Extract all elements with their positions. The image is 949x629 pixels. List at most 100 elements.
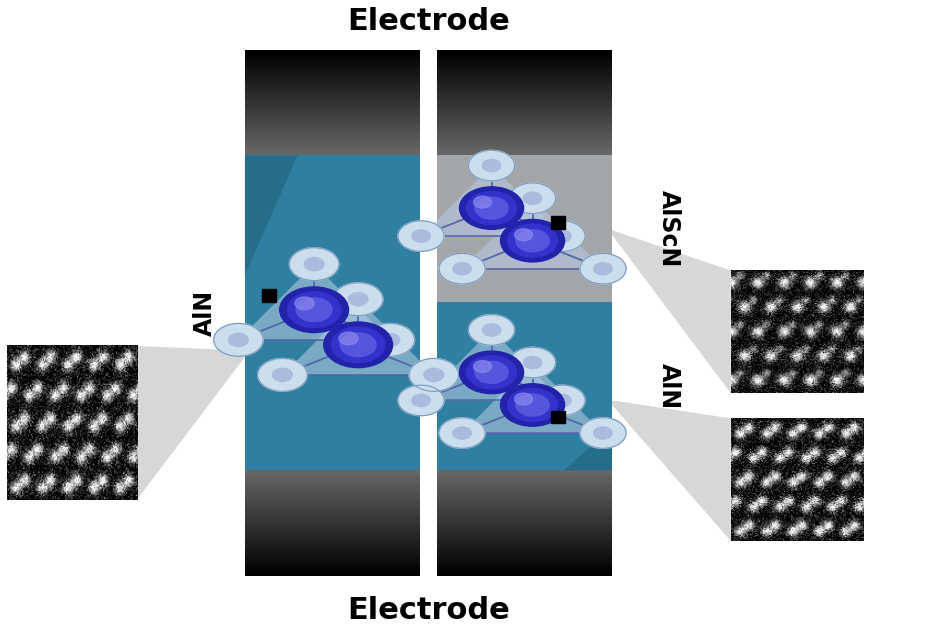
Bar bbox=[437, 73, 612, 75]
Bar bbox=[245, 539, 420, 542]
Bar bbox=[437, 514, 612, 516]
Bar bbox=[437, 543, 612, 546]
Bar bbox=[245, 73, 420, 75]
Bar bbox=[437, 558, 612, 561]
Bar bbox=[245, 499, 420, 502]
Bar bbox=[437, 493, 612, 496]
Circle shape bbox=[305, 258, 324, 270]
Bar bbox=[245, 520, 420, 523]
Bar bbox=[437, 516, 612, 519]
Bar bbox=[437, 111, 612, 113]
Circle shape bbox=[469, 150, 514, 181]
Polygon shape bbox=[462, 198, 603, 269]
Circle shape bbox=[280, 287, 348, 333]
Bar bbox=[245, 148, 420, 151]
Circle shape bbox=[398, 221, 444, 252]
Circle shape bbox=[552, 230, 571, 242]
Circle shape bbox=[333, 283, 382, 316]
Bar bbox=[245, 155, 420, 470]
Bar bbox=[437, 79, 612, 82]
Bar bbox=[245, 542, 420, 544]
Bar bbox=[245, 493, 420, 496]
Bar bbox=[437, 522, 612, 525]
Bar bbox=[245, 136, 420, 138]
Bar bbox=[245, 138, 420, 141]
Bar bbox=[245, 533, 420, 536]
Bar bbox=[245, 92, 420, 94]
Bar bbox=[245, 83, 420, 86]
Bar bbox=[437, 83, 612, 86]
Bar bbox=[437, 56, 612, 58]
Bar bbox=[245, 115, 420, 118]
Bar bbox=[437, 128, 612, 130]
Circle shape bbox=[439, 253, 485, 284]
Circle shape bbox=[409, 359, 458, 391]
Bar bbox=[245, 508, 420, 510]
Bar bbox=[245, 525, 420, 527]
Bar bbox=[245, 111, 420, 113]
Circle shape bbox=[412, 394, 430, 406]
Circle shape bbox=[474, 361, 509, 384]
Bar bbox=[437, 94, 612, 96]
Polygon shape bbox=[607, 399, 731, 541]
Bar bbox=[437, 501, 612, 504]
Bar bbox=[245, 501, 420, 504]
Bar bbox=[245, 482, 420, 485]
Bar bbox=[437, 96, 612, 99]
Circle shape bbox=[580, 418, 626, 448]
Bar bbox=[437, 81, 612, 84]
Bar bbox=[437, 150, 612, 153]
Bar bbox=[245, 487, 420, 489]
Bar bbox=[245, 518, 420, 521]
Bar bbox=[437, 484, 612, 487]
Bar bbox=[437, 508, 612, 510]
Circle shape bbox=[500, 220, 565, 262]
Bar bbox=[245, 134, 420, 136]
Bar bbox=[437, 144, 612, 147]
Bar bbox=[245, 131, 420, 135]
Bar bbox=[437, 155, 612, 302]
Bar bbox=[245, 153, 420, 155]
Bar bbox=[245, 106, 420, 109]
Bar bbox=[245, 104, 420, 107]
Bar bbox=[437, 50, 612, 52]
Bar bbox=[245, 537, 420, 540]
Circle shape bbox=[514, 229, 532, 241]
Circle shape bbox=[552, 394, 571, 406]
Polygon shape bbox=[421, 165, 562, 236]
Circle shape bbox=[412, 230, 430, 242]
Bar bbox=[437, 509, 612, 513]
Bar bbox=[437, 100, 612, 103]
Bar bbox=[437, 499, 612, 502]
Circle shape bbox=[331, 327, 385, 362]
Bar bbox=[437, 518, 612, 521]
Bar bbox=[437, 526, 612, 530]
Bar bbox=[437, 531, 612, 533]
Circle shape bbox=[516, 230, 549, 252]
Bar bbox=[437, 552, 612, 555]
Bar bbox=[245, 94, 420, 96]
Circle shape bbox=[453, 262, 472, 275]
Bar bbox=[245, 545, 420, 548]
Bar bbox=[437, 138, 612, 141]
Bar bbox=[245, 506, 420, 508]
Bar bbox=[437, 60, 612, 63]
Circle shape bbox=[258, 359, 307, 391]
Bar bbox=[437, 542, 612, 544]
Bar bbox=[245, 123, 420, 126]
Bar bbox=[437, 537, 612, 540]
Bar bbox=[437, 497, 612, 500]
Circle shape bbox=[523, 357, 542, 369]
Bar bbox=[437, 52, 612, 55]
Bar bbox=[245, 142, 420, 145]
Bar bbox=[437, 131, 612, 135]
Bar bbox=[245, 52, 420, 55]
Bar bbox=[437, 117, 612, 120]
Bar bbox=[437, 560, 612, 563]
Text: Electrode: Electrode bbox=[347, 8, 510, 36]
Bar bbox=[245, 147, 420, 149]
Bar bbox=[245, 470, 420, 472]
Circle shape bbox=[523, 192, 542, 204]
Bar bbox=[245, 89, 420, 92]
Bar bbox=[245, 531, 420, 533]
